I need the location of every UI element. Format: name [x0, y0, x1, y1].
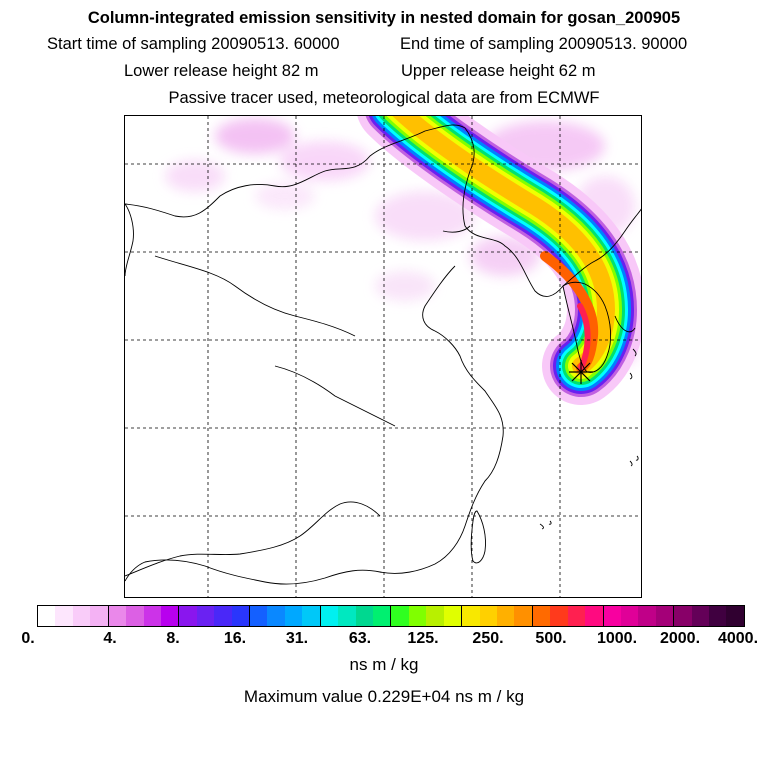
colorbar-segment — [443, 606, 463, 626]
tracer-info-line: Passive tracer used, meteorological data… — [168, 89, 600, 107]
tick-label: 16. — [223, 630, 247, 647]
colorbar-segment — [655, 606, 675, 626]
colorbar-segment — [620, 606, 639, 626]
maximum-value-line: Maximum value 0.229E+04 ns m / kg — [243, 687, 525, 706]
tick-label: 31. — [285, 630, 309, 647]
colorbar-segment — [674, 606, 692, 626]
colorbar-segment — [320, 606, 339, 626]
colorbar-segment — [214, 606, 232, 626]
colorbar-segment — [108, 606, 127, 626]
colorbar-segment — [338, 606, 356, 626]
colorbar-segment — [426, 606, 444, 626]
colorbar-segment — [38, 606, 56, 626]
colorbar-segment — [603, 606, 621, 626]
colorbar-segment — [143, 606, 161, 626]
tick-label: 2000. — [659, 630, 701, 647]
colorbar-segment — [408, 606, 427, 626]
tick-label: 125. — [407, 630, 439, 647]
colorbar-segment — [567, 606, 586, 626]
colorbar-segment — [550, 606, 568, 626]
tick-label: 4. — [103, 630, 117, 647]
graticule — [125, 116, 641, 597]
colorbar-segment — [355, 606, 374, 626]
colorbar-segment — [462, 606, 480, 626]
colorbar-segment — [196, 606, 215, 626]
colorbar-segment — [126, 606, 144, 626]
end-time-label: End time of sampling 20090513. 90000 — [400, 35, 688, 53]
star-marker-icon — [569, 360, 593, 384]
colorbar-segment — [250, 606, 268, 626]
colorbar-segment — [55, 606, 73, 626]
colorbar-segment — [496, 606, 515, 626]
colorbar-segment — [532, 606, 551, 626]
colorbar-segment — [391, 606, 409, 626]
colorbar-segment — [160, 606, 180, 626]
colorbar-segment — [72, 606, 91, 626]
colorbar-segment — [709, 606, 727, 626]
tick-label: 4000. — [717, 630, 759, 647]
colorbar-segment — [691, 606, 710, 626]
sensitivity-map — [124, 115, 642, 598]
colorbar-segment — [585, 606, 604, 626]
tick-label: 8. — [166, 630, 180, 647]
colorbar — [37, 605, 745, 627]
colorbar-segment — [179, 606, 197, 626]
start-time-label: Start time of sampling 20090513. 60000 — [47, 35, 340, 53]
colorbar-segment — [479, 606, 497, 626]
colorbar-segment — [90, 606, 109, 626]
colorbar-units: ns m / kg — [349, 655, 419, 674]
upper-release-label: Upper release height 62 m — [401, 62, 596, 80]
colorbar-segment — [284, 606, 303, 626]
lower-release-label: Lower release height 82 m — [124, 62, 319, 80]
colorbar-segment — [514, 606, 533, 626]
plume — [357, 116, 641, 405]
colorbar-segment — [267, 606, 285, 626]
map-canvas — [125, 116, 641, 597]
tick-label: 0. — [21, 630, 35, 647]
colorbar-segment — [726, 606, 744, 626]
map-title: Column-integrated emission sensitivity i… — [87, 9, 681, 27]
tick-label: 1000. — [596, 630, 638, 647]
tick-label: 500. — [535, 630, 567, 647]
colorbar-segment — [638, 606, 656, 626]
tick-label: 250. — [472, 630, 504, 647]
coastlines — [125, 124, 641, 585]
tick-label: 63. — [348, 630, 372, 647]
colorbar-segment — [373, 606, 392, 626]
colorbar-segment — [302, 606, 321, 626]
colorbar-segment — [231, 606, 251, 626]
